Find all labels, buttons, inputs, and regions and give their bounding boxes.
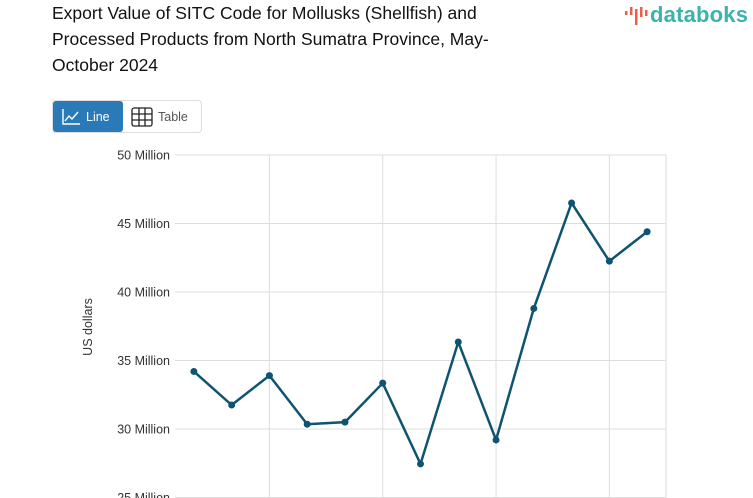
line-view-button[interactable]: Line (53, 101, 123, 132)
data-point[interactable] (605, 257, 613, 265)
y-tick-label: 40 Million (117, 286, 170, 300)
view-toggle: Line Table (52, 100, 202, 133)
table-view-label: Table (158, 109, 188, 124)
chart-title: Export Value of SITC Code for Mollusks (… (52, 3, 489, 75)
y-tick-label: 35 Million (117, 354, 170, 368)
line-view-label: Line (86, 109, 110, 124)
line-chart-icon (62, 108, 80, 125)
data-point[interactable] (265, 372, 273, 380)
data-point[interactable] (417, 460, 424, 468)
y-tick-label: 50 Million (117, 149, 170, 163)
y-tick-label: 30 Million (117, 423, 170, 437)
table-view-button[interactable]: Table (123, 101, 196, 132)
data-point[interactable] (341, 418, 349, 426)
logo-bars-icon (625, 7, 648, 25)
data-point[interactable] (568, 199, 576, 207)
data-point[interactable] (228, 401, 236, 409)
data-point[interactable] (530, 304, 538, 312)
data-point[interactable] (379, 379, 387, 387)
data-point[interactable] (454, 338, 462, 346)
databoks-logo: databoks (624, 2, 748, 28)
data-point[interactable] (303, 420, 311, 428)
logo-text: databoks (650, 2, 749, 27)
table-grid-icon (131, 106, 153, 127)
series-line (193, 200, 648, 468)
data-point[interactable] (643, 228, 651, 236)
y-axis-label: US dollars (81, 298, 95, 356)
data-point[interactable] (492, 436, 500, 444)
y-tick-label: 25 Million (117, 491, 170, 498)
y-tick-label: 45 Million (117, 217, 170, 231)
data-point[interactable] (190, 367, 198, 375)
